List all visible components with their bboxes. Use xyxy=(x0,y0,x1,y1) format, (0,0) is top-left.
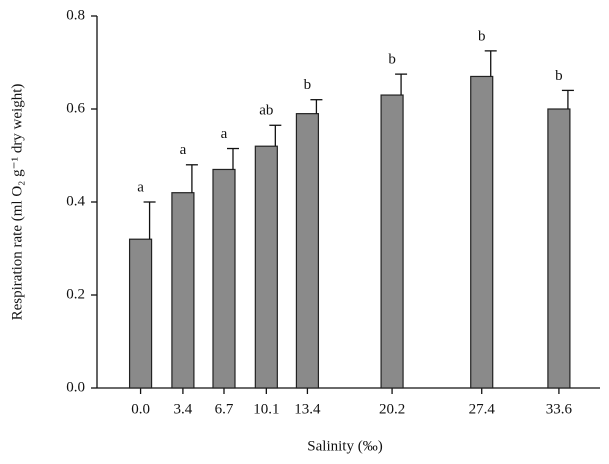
x-tick-label: 27.4 xyxy=(469,401,496,417)
bar xyxy=(470,75,494,389)
x-axis-title: Salinity (‰) xyxy=(307,438,382,454)
y-tick-label: 0.2 xyxy=(66,286,85,302)
y-tick-label: 0.4 xyxy=(66,193,85,209)
x-tick-label: 10.1 xyxy=(253,401,279,417)
significance-letter: a xyxy=(137,179,144,195)
bar xyxy=(295,113,320,389)
x-tick-label: 0.0 xyxy=(131,401,150,417)
y-tick-label: 0.0 xyxy=(66,379,85,395)
x-tick-label: 6.7 xyxy=(215,401,234,417)
x-tick-label: 3.4 xyxy=(174,401,193,417)
bar xyxy=(254,145,278,389)
bar xyxy=(128,238,153,389)
significance-letter: a xyxy=(221,126,228,142)
significance-letter: b xyxy=(478,28,486,44)
significance-letter: b xyxy=(388,52,396,68)
y-tick-label: 0.8 xyxy=(66,7,85,23)
x-tick-label: 33.6 xyxy=(546,401,573,417)
significance-letter: ab xyxy=(259,103,273,119)
significance-letter: a xyxy=(180,142,187,158)
y-axis-title: Respiration rate (ml O₂ g⁻¹ dry weight) xyxy=(9,84,25,321)
x-tick-label: 13.4 xyxy=(294,401,321,417)
x-tick-label: 20.2 xyxy=(379,401,405,417)
bar xyxy=(380,94,404,389)
significance-letter: b xyxy=(555,68,563,84)
y-tick-label: 0.6 xyxy=(66,100,85,116)
bar xyxy=(171,192,195,389)
significance-letter: b xyxy=(304,77,312,93)
bar xyxy=(212,168,236,389)
bar xyxy=(547,108,571,389)
